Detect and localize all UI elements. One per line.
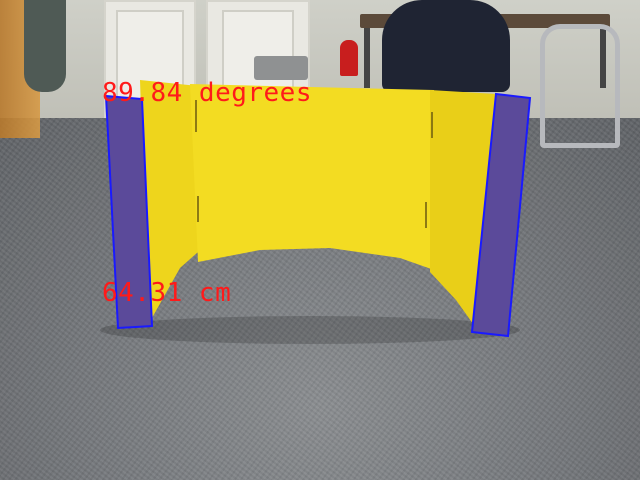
board-center-panel xyxy=(190,84,434,270)
hanging-coat xyxy=(24,0,66,92)
fire-extinguisher xyxy=(340,40,358,76)
marker-left-detection xyxy=(104,94,154,330)
marker-right-detection xyxy=(470,92,532,338)
seated-person xyxy=(382,0,510,92)
board-shadow xyxy=(100,316,520,344)
angle-readout: 89.84 degrees xyxy=(102,78,312,108)
desk-clutter xyxy=(254,56,308,80)
board-left-wing xyxy=(140,80,198,325)
office-chair xyxy=(540,24,620,148)
distance-readout: 64.31 cm xyxy=(102,278,232,308)
desk-leg xyxy=(364,28,370,88)
desk-leg xyxy=(600,28,606,88)
